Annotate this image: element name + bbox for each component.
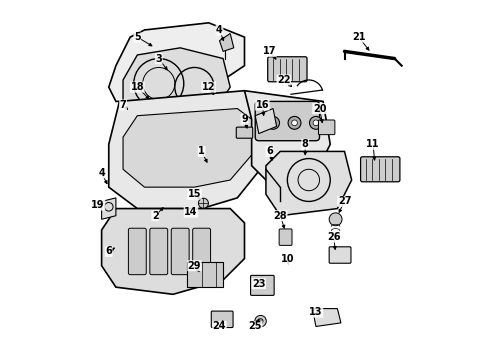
Text: 19: 19 (91, 200, 104, 210)
Text: 2: 2 (151, 211, 158, 221)
Text: 3: 3 (155, 54, 162, 64)
FancyBboxPatch shape (211, 311, 233, 328)
Text: 8: 8 (301, 139, 308, 149)
PathPatch shape (108, 91, 265, 208)
FancyBboxPatch shape (318, 120, 334, 135)
Circle shape (254, 315, 266, 327)
Text: 10: 10 (280, 253, 293, 264)
FancyBboxPatch shape (128, 228, 146, 275)
Circle shape (198, 198, 208, 208)
PathPatch shape (255, 109, 276, 134)
FancyBboxPatch shape (236, 127, 252, 138)
PathPatch shape (102, 198, 116, 219)
Text: 16: 16 (255, 100, 268, 110)
Text: 6: 6 (105, 247, 112, 256)
Text: 25: 25 (248, 321, 262, 332)
PathPatch shape (187, 262, 223, 287)
Circle shape (287, 116, 300, 129)
Circle shape (266, 116, 279, 129)
Text: 5: 5 (134, 32, 141, 42)
Text: 1: 1 (198, 147, 204, 157)
PathPatch shape (123, 109, 251, 187)
Circle shape (312, 120, 318, 126)
Circle shape (270, 120, 275, 126)
Text: 7: 7 (120, 100, 126, 110)
Text: 14: 14 (184, 207, 197, 217)
PathPatch shape (108, 23, 244, 102)
PathPatch shape (123, 48, 230, 119)
Text: 13: 13 (308, 307, 322, 317)
FancyBboxPatch shape (192, 228, 210, 275)
Circle shape (291, 120, 297, 126)
Text: 11: 11 (366, 139, 379, 149)
Text: 4: 4 (216, 25, 223, 35)
PathPatch shape (219, 33, 233, 51)
Text: 29: 29 (187, 261, 201, 271)
PathPatch shape (102, 208, 244, 294)
PathPatch shape (244, 91, 329, 180)
PathPatch shape (265, 152, 351, 216)
FancyBboxPatch shape (255, 102, 319, 141)
FancyBboxPatch shape (149, 228, 167, 275)
FancyBboxPatch shape (171, 228, 189, 275)
Text: 24: 24 (212, 321, 226, 332)
Text: 22: 22 (277, 75, 290, 85)
Text: 4: 4 (98, 168, 105, 178)
FancyBboxPatch shape (250, 275, 274, 296)
Text: 18: 18 (130, 82, 144, 92)
Text: 27: 27 (337, 197, 350, 206)
Text: 21: 21 (351, 32, 365, 42)
FancyBboxPatch shape (279, 229, 291, 246)
Text: 6: 6 (265, 147, 272, 157)
Text: 9: 9 (241, 114, 247, 124)
Text: 20: 20 (312, 104, 325, 113)
Text: 26: 26 (326, 232, 340, 242)
Circle shape (328, 213, 341, 226)
FancyBboxPatch shape (267, 57, 306, 82)
Text: 15: 15 (187, 189, 201, 199)
Text: 17: 17 (262, 46, 276, 57)
Circle shape (309, 116, 322, 129)
Text: 23: 23 (251, 279, 265, 289)
FancyBboxPatch shape (328, 247, 350, 263)
Circle shape (258, 319, 263, 324)
Text: 12: 12 (202, 82, 215, 92)
Text: 28: 28 (273, 211, 286, 221)
PathPatch shape (312, 309, 340, 327)
FancyBboxPatch shape (360, 157, 399, 182)
